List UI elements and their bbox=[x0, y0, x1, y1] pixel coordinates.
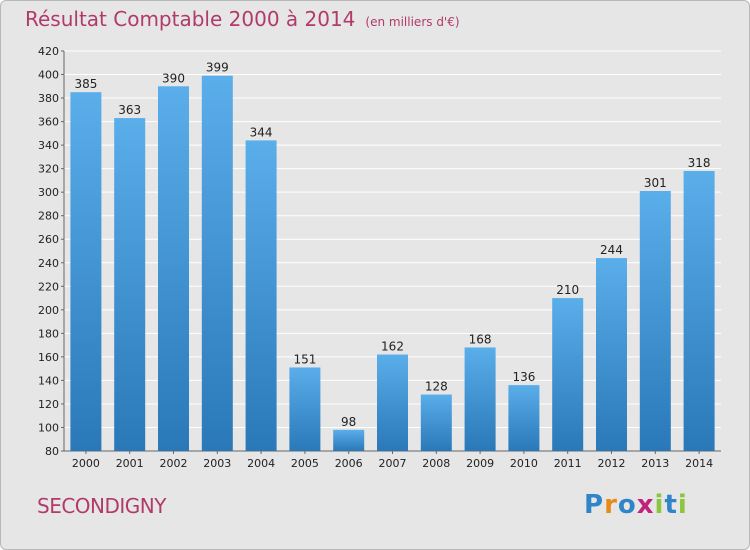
y-tick-label: 420 bbox=[38, 45, 59, 58]
bar-2011 bbox=[552, 298, 584, 451]
y-tick-label: 80 bbox=[45, 445, 59, 458]
x-tick-label: 2004 bbox=[247, 457, 275, 470]
bar-value-label: 399 bbox=[206, 61, 229, 75]
x-tick-label: 2010 bbox=[510, 457, 538, 470]
y-tick-label: 240 bbox=[38, 257, 59, 270]
bar-2007 bbox=[377, 354, 408, 451]
bar-2003 bbox=[201, 75, 233, 452]
bar-2005 bbox=[289, 367, 321, 451]
x-tick-label: 2000 bbox=[72, 457, 100, 470]
bar-value-label: 385 bbox=[74, 77, 97, 91]
bar-2010 bbox=[508, 385, 540, 451]
bar-2009 bbox=[464, 347, 496, 451]
bar-value-label: 98 bbox=[341, 415, 356, 429]
logo-letter: r bbox=[604, 490, 618, 520]
logo-letter: t bbox=[664, 490, 678, 520]
bar-2006 bbox=[333, 429, 365, 451]
y-tick-label: 200 bbox=[38, 304, 59, 317]
y-tick-label: 260 bbox=[38, 233, 59, 246]
y-tick-label: 280 bbox=[38, 210, 59, 223]
bar-value-label: 301 bbox=[644, 176, 667, 190]
bar-value-label: 168 bbox=[469, 332, 492, 346]
bar-2000 bbox=[70, 92, 102, 452]
logo-letter: P bbox=[584, 490, 605, 520]
y-tick-label: 300 bbox=[38, 186, 59, 199]
bar-value-label: 244 bbox=[600, 243, 623, 257]
bar-value-label: 318 bbox=[688, 156, 711, 170]
x-tick-label: 2003 bbox=[203, 457, 231, 470]
logo-letter: x bbox=[636, 490, 655, 520]
bar-2004 bbox=[245, 140, 277, 452]
logo-letter: i bbox=[654, 490, 665, 520]
y-tick-label: 160 bbox=[38, 351, 59, 364]
x-tick-label: 2005 bbox=[291, 457, 319, 470]
y-tick-label: 380 bbox=[38, 92, 59, 105]
chart-subtitle: (en milliers d'€) bbox=[365, 15, 460, 29]
bar-2013 bbox=[639, 191, 671, 451]
y-tick-label: 360 bbox=[38, 116, 59, 129]
x-tick-label: 2001 bbox=[116, 457, 144, 470]
bar-value-label: 128 bbox=[425, 380, 448, 394]
bar-value-label: 363 bbox=[118, 103, 141, 117]
x-tick-label: 2007 bbox=[379, 457, 407, 470]
proxiti-logo: Proxiti bbox=[584, 490, 688, 520]
bar-2012 bbox=[596, 258, 627, 451]
y-tick-label: 340 bbox=[38, 139, 59, 152]
bar-2002 bbox=[158, 86, 189, 451]
logo-letter: i bbox=[677, 490, 688, 520]
bar-value-label: 136 bbox=[512, 370, 535, 384]
y-tick-label: 400 bbox=[38, 69, 59, 82]
x-tick-label: 2006 bbox=[335, 457, 363, 470]
bar-value-label: 344 bbox=[250, 125, 273, 139]
x-tick-label: 2011 bbox=[554, 457, 582, 470]
bar-2014 bbox=[683, 171, 715, 451]
x-tick-label: 2014 bbox=[685, 457, 713, 470]
y-tick-label: 140 bbox=[38, 374, 59, 387]
x-tick-label: 2013 bbox=[641, 457, 669, 470]
y-tick-label: 320 bbox=[38, 163, 59, 176]
x-tick-label: 2009 bbox=[466, 457, 494, 470]
x-tick-label: 2008 bbox=[422, 457, 450, 470]
bar-value-label: 162 bbox=[381, 340, 404, 354]
y-tick-label: 100 bbox=[38, 421, 59, 434]
x-tick-label: 2012 bbox=[598, 457, 626, 470]
bar-2008 bbox=[420, 394, 452, 451]
bar-value-label: 390 bbox=[162, 71, 185, 85]
chart-title: Résultat Comptable 2000 à 2014 (en millie… bbox=[25, 7, 460, 31]
y-tick-label: 120 bbox=[38, 398, 59, 411]
bar-2001 bbox=[114, 118, 146, 451]
y-tick-label: 220 bbox=[38, 280, 59, 293]
commune-name: SECONDIGNY bbox=[37, 494, 166, 518]
bar-value-label: 151 bbox=[293, 352, 316, 366]
bar-value-label: 210 bbox=[556, 283, 579, 297]
y-tick-label: 180 bbox=[38, 327, 59, 340]
x-tick-label: 2002 bbox=[160, 457, 188, 470]
logo-letter: o bbox=[617, 490, 637, 520]
